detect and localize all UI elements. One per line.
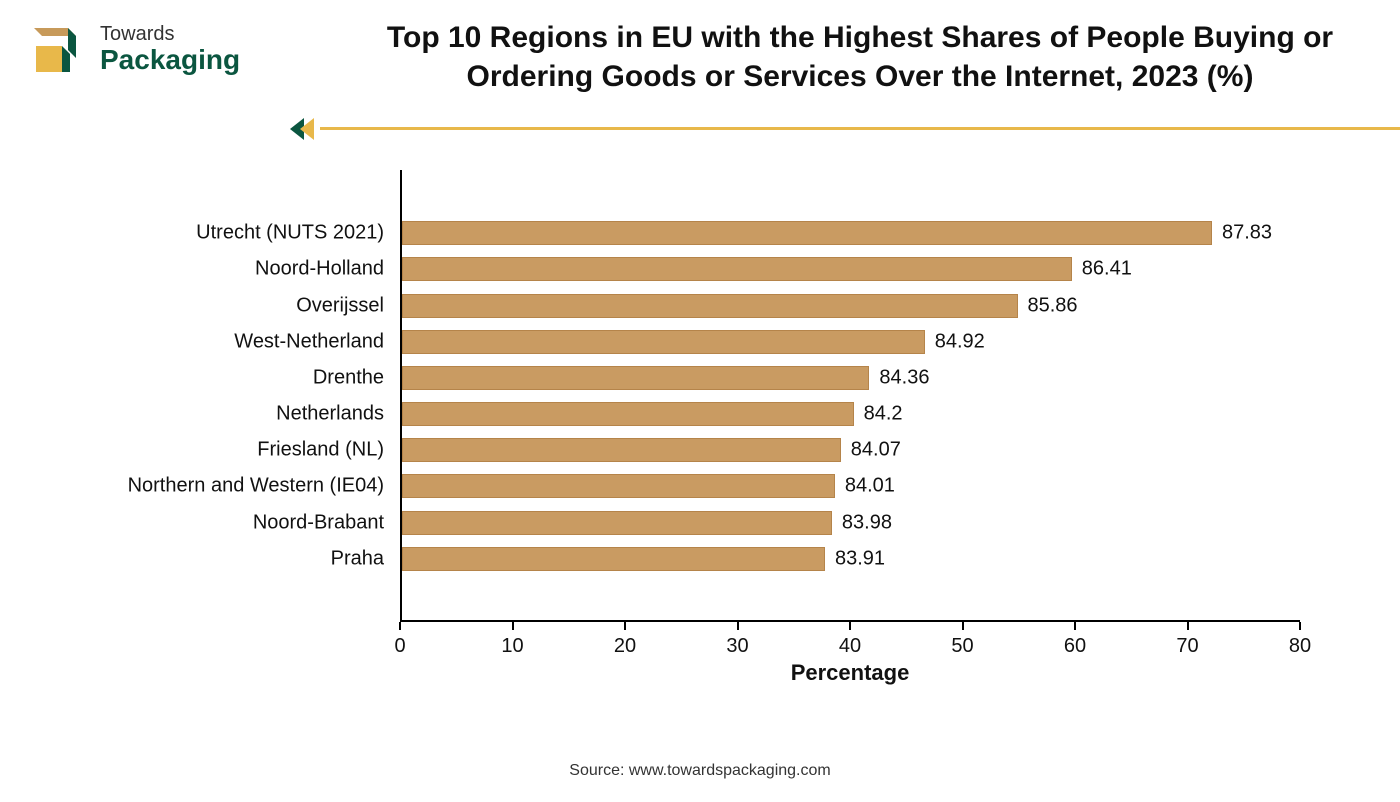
bar-value-label: 84.36 [879, 366, 929, 389]
x-tick [1299, 622, 1301, 630]
x-tick [849, 622, 851, 630]
x-tick-label: 10 [501, 635, 523, 658]
bar-value-label: 84.01 [845, 475, 895, 498]
x-tick-label: 0 [394, 635, 405, 658]
bar-value-label: 83.91 [835, 547, 885, 570]
bar-value-label: 87.83 [1222, 222, 1272, 245]
x-tick-label: 30 [726, 635, 748, 658]
x-tick [624, 622, 626, 630]
x-tick-label: 60 [1064, 635, 1086, 658]
category-label: Noord-Holland [255, 258, 384, 281]
category-label: Noord-Brabant [253, 511, 384, 534]
bar-value-label: 84.07 [851, 439, 901, 462]
bar [402, 547, 825, 571]
logo-line1: Towards [100, 24, 240, 45]
bar [402, 221, 1212, 245]
divider-icon [290, 114, 326, 144]
x-tick-label: 40 [839, 635, 861, 658]
category-label: West-Netherland [234, 330, 384, 353]
x-tick [737, 622, 739, 630]
bar [402, 330, 925, 354]
x-axis-label: Percentage [400, 660, 1300, 686]
category-label: Friesland (NL) [257, 439, 384, 462]
category-label: Overijssel [296, 294, 384, 317]
bar-value-label: 85.86 [1028, 294, 1078, 317]
bar [402, 511, 832, 535]
bar-value-label: 86.41 [1082, 258, 1132, 281]
bar-value-label: 84.92 [935, 330, 985, 353]
bar [402, 438, 841, 462]
brand-logo: Towards Packaging [28, 18, 240, 80]
x-tick-label: 80 [1289, 635, 1311, 658]
x-tick-label: 20 [614, 635, 636, 658]
x-tick-label: 50 [951, 635, 973, 658]
category-label: Netherlands [276, 403, 384, 426]
bar [402, 474, 835, 498]
logo-line2: Packaging [100, 45, 240, 74]
title-divider [290, 120, 1400, 140]
bar [402, 294, 1018, 318]
category-label: Utrecht (NUTS 2021) [196, 222, 384, 245]
x-tick [962, 622, 964, 630]
category-label: Northern and Western (IE04) [128, 475, 384, 498]
x-tick [399, 622, 401, 630]
x-tick [1187, 622, 1189, 630]
plot-area: Utrecht (NUTS 2021)87.83Noord-Holland86.… [400, 170, 1300, 622]
bar-value-label: 83.98 [842, 511, 892, 534]
logo-text: Towards Packaging [100, 24, 240, 74]
divider-line [320, 127, 1400, 130]
x-tick [512, 622, 514, 630]
category-label: Praha [331, 547, 384, 570]
chart-title: Top 10 Regions in EU with the Highest Sh… [360, 18, 1360, 96]
bar-value-label: 84.2 [864, 403, 903, 426]
bar [402, 402, 854, 426]
logo-icon [28, 18, 90, 80]
x-tick [1074, 622, 1076, 630]
bar [402, 366, 869, 390]
source-caption: Source: www.towardspackaging.com [0, 762, 1400, 780]
bar-chart: Utrecht (NUTS 2021) 87.83 Noord-Holland 86.… [60, 170, 1340, 682]
bar [402, 257, 1072, 281]
category-label: Drenthe [313, 366, 384, 389]
x-tick-label: 70 [1176, 635, 1198, 658]
